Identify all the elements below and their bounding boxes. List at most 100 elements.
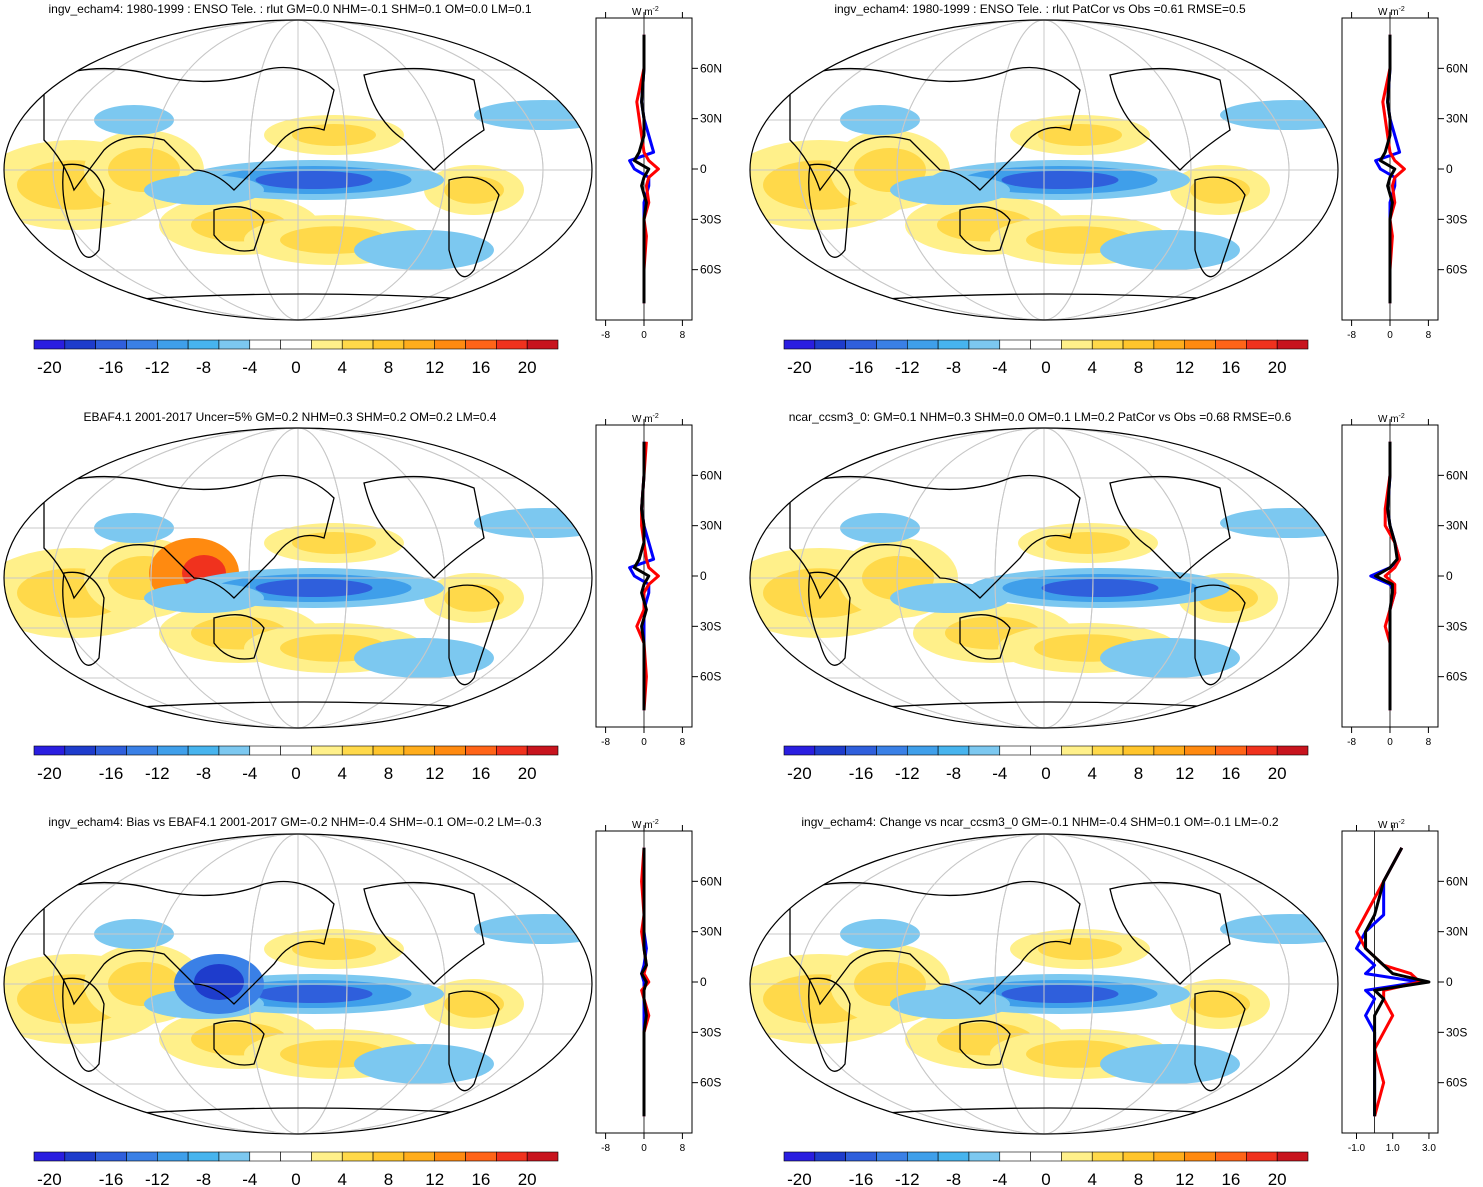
colorbar-tick-label: 4 <box>338 1170 347 1187</box>
colorbar-swatch <box>783 339 816 350</box>
colorbar-swatch <box>126 339 158 350</box>
colorbar-tick-label: -8 <box>196 1170 211 1187</box>
warm-anomaly-core <box>1038 938 1122 960</box>
coastline <box>959 206 1011 252</box>
zonal-line-diff <box>640 847 648 1117</box>
cool-anomaly-core <box>1001 985 1119 1003</box>
coastline <box>789 880 1081 1006</box>
colorbar-tick-label: -20 <box>37 764 62 783</box>
lat-tick-label: 0 <box>1446 569 1453 583</box>
zonal-unit-label: W m-2 <box>632 413 659 425</box>
colorbar-swatch <box>1153 339 1186 350</box>
colorbar-swatch <box>372 1151 405 1162</box>
colorbar-swatch <box>968 745 1001 756</box>
panel-6: ingv_echam4: Change vs ncar_ccsm3_0 GM=-… <box>745 800 1483 1187</box>
lat-tick-label: 60S <box>1446 670 1467 684</box>
zonal-line-model <box>1383 441 1402 711</box>
colorbar-swatch <box>126 1151 158 1162</box>
x-tick-label: 8 <box>1426 330 1432 341</box>
colorbar-swatch <box>126 745 158 756</box>
zonal-line-diff <box>632 441 651 711</box>
longitude-gridline <box>994 834 1094 1134</box>
lat-tick-label: 0 <box>1446 162 1453 176</box>
coastline <box>213 206 265 252</box>
colorbar-tick-label: -8 <box>946 358 961 377</box>
x-tick-label: 8 <box>1426 737 1432 748</box>
colorbar-swatch <box>64 339 96 350</box>
colorbar-swatch <box>1091 745 1124 756</box>
zonal-unit-label: W m-2 <box>1378 6 1405 18</box>
warm-anomaly-core <box>292 938 376 960</box>
map-outline <box>3 833 593 1135</box>
colorbar-swatch <box>187 745 220 756</box>
map-4 <box>749 427 1339 729</box>
colorbar-tick-label: -20 <box>787 358 812 377</box>
coastline <box>448 176 500 278</box>
colorbar-tick-label: 4 <box>338 358 347 377</box>
colorbar-tick-label: 20 <box>1268 358 1287 377</box>
colorbar-tick-label: -4 <box>992 764 1007 783</box>
zonal-unit-label: W m-2 <box>632 819 659 831</box>
colorbar-tick-label: 12 <box>1175 358 1194 377</box>
panel-title: ingv_echam4: Change vs ncar_ccsm3_0 GM=-… <box>801 815 1279 829</box>
map-field <box>750 834 1338 1134</box>
lat-tick-label: 30S <box>1446 1025 1467 1039</box>
colorbar-tick-label: 16 <box>1221 358 1240 377</box>
coastline <box>213 614 265 660</box>
map-outline <box>749 19 1339 321</box>
colorbar-tick-label: 8 <box>1134 764 1143 783</box>
coastline <box>869 1107 1231 1115</box>
cool-anomaly-core <box>255 171 373 189</box>
colorbar-swatch <box>372 339 405 350</box>
colorbar-swatch <box>1276 339 1309 350</box>
colorbar-swatch <box>1153 745 1186 756</box>
coastline <box>808 571 851 666</box>
colorbar-tick-label: -16 <box>849 1170 874 1187</box>
longitude-gridline <box>248 834 348 1134</box>
panel-2: ingv_echam4: 1980-1999 : ENSO Tele. : rl… <box>745 0 1483 390</box>
longitude-gridline <box>896 834 1192 1134</box>
lat-tick-label: 60N <box>1446 61 1468 75</box>
colorbar-tick-label: -16 <box>849 764 874 783</box>
coastline <box>363 881 485 985</box>
colorbar-swatch <box>496 339 528 350</box>
coastline <box>959 614 1011 660</box>
colorbar-swatch <box>814 1151 846 1162</box>
colorbar-tick-label: 16 <box>1221 764 1240 783</box>
x-tick-label: 3.0 <box>1422 1143 1436 1154</box>
colorbar-tick-label: 0 <box>291 358 300 377</box>
colorbar-tick-label: 4 <box>1088 764 1097 783</box>
x-tick-label: -8 <box>601 1143 610 1154</box>
colorbar-swatch <box>876 1151 908 1162</box>
coastline <box>869 701 1231 709</box>
colorbar-swatch <box>496 1151 528 1162</box>
colorbar-swatch <box>33 745 66 756</box>
colorbar-tick-label: -12 <box>895 1170 920 1187</box>
colorbar-swatch <box>33 339 66 350</box>
longitude-gridline <box>150 20 446 320</box>
colorbar-swatch <box>64 745 96 756</box>
coastline <box>62 163 105 258</box>
colorbar-tick-label: -20 <box>787 764 812 783</box>
cool-anomaly <box>890 583 1010 613</box>
cool-anomaly <box>1100 230 1240 270</box>
colorbar-swatch <box>156 1151 189 1162</box>
cool-anomaly <box>890 989 1010 1019</box>
longitude-gridline <box>52 20 544 320</box>
colorbar-swatch <box>1246 745 1278 756</box>
colorbar-swatch <box>1215 745 1247 756</box>
coastline <box>1194 990 1246 1092</box>
zonal-line-diff <box>1364 847 1431 1117</box>
colorbar-tick-label: -16 <box>99 1170 124 1187</box>
colorbar-tick-label: 8 <box>384 358 393 377</box>
colorbar-tick-label: -12 <box>145 1170 170 1187</box>
panel-5: ingv_echam4: Bias vs EBAF4.1 2001-2017 G… <box>0 800 740 1187</box>
x-tick-label: -8 <box>1347 737 1356 748</box>
cool-anomaly <box>354 638 494 678</box>
map-1 <box>3 19 593 321</box>
cool-anomaly <box>890 175 1010 205</box>
colorbar-swatch <box>403 745 436 756</box>
longitude-gridline <box>798 834 1290 1134</box>
zonal-unit-label: W m-2 <box>632 6 659 18</box>
colorbar-swatch <box>1276 745 1309 756</box>
